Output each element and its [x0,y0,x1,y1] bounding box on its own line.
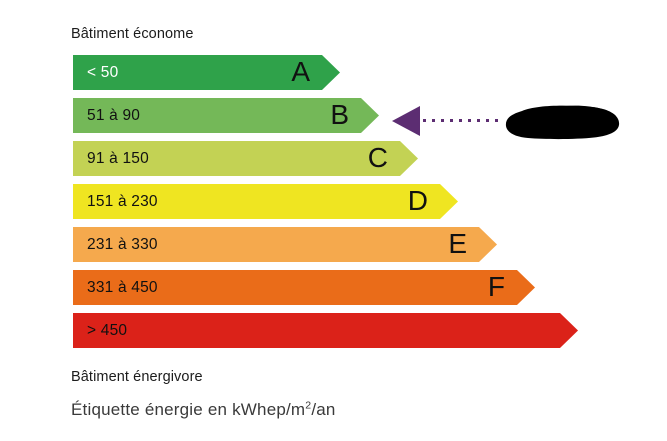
energy-bar-range-label: 331 à 450 [87,279,158,296]
energy-bar-letter: F [487,271,505,302]
energy-bar-row: 231 à 330 E [73,227,497,262]
energy-bar-row: 331 à 450 F [73,270,535,305]
energy-bar-shape [73,270,535,305]
unit-caption-suffix: /an [311,400,336,419]
energy-bar-range-label: > 450 [87,322,128,339]
energy-bar-shape [73,55,340,90]
energy-bar-row: > 450 [73,313,578,348]
energy-bar-range-label: 51 à 90 [87,107,141,124]
energy-bar-range-label: 231 à 330 [87,236,158,253]
energy-bar-range-label: 91 à 150 [87,150,149,167]
energy-bar-row: 151 à 230 D [73,184,458,219]
energy-bar-row: 91 à 150 C [73,141,418,176]
energy-bar-letter: E [448,228,467,259]
energy-bar-range-label: < 50 [87,64,119,81]
energy-bar-letter: C [367,142,388,173]
energy-bar-letter: D [407,185,428,216]
energy-bar-letter: A [291,56,310,87]
energy-bar-shape [73,313,578,348]
energy-bar-shape [73,227,497,262]
unit-caption-superscript: 2 [305,399,312,412]
unit-caption: Étiquette énergie en kWhep/m2/an [71,400,336,420]
energy-bar-shape [73,98,379,133]
energy-bar-shape [73,141,418,176]
energy-bar-range-label: 151 à 230 [87,193,158,210]
unit-caption-prefix: Étiquette énergie en kWhep/m [71,400,306,419]
energy-class-marker [392,104,632,142]
marker-arrow-left-icon [392,106,420,136]
energy-bar-shape [73,184,458,219]
bottom-caption: Bâtiment énergivore [71,369,203,385]
redacted-value-blob [504,104,621,141]
energy-bar-letter: B [330,99,349,130]
energy-bar-row: < 50 A [73,55,340,90]
marker-dotted-connector [423,119,502,122]
energy-bar-row: 51 à 90 B [73,98,379,133]
top-caption: Bâtiment économe [71,26,194,42]
